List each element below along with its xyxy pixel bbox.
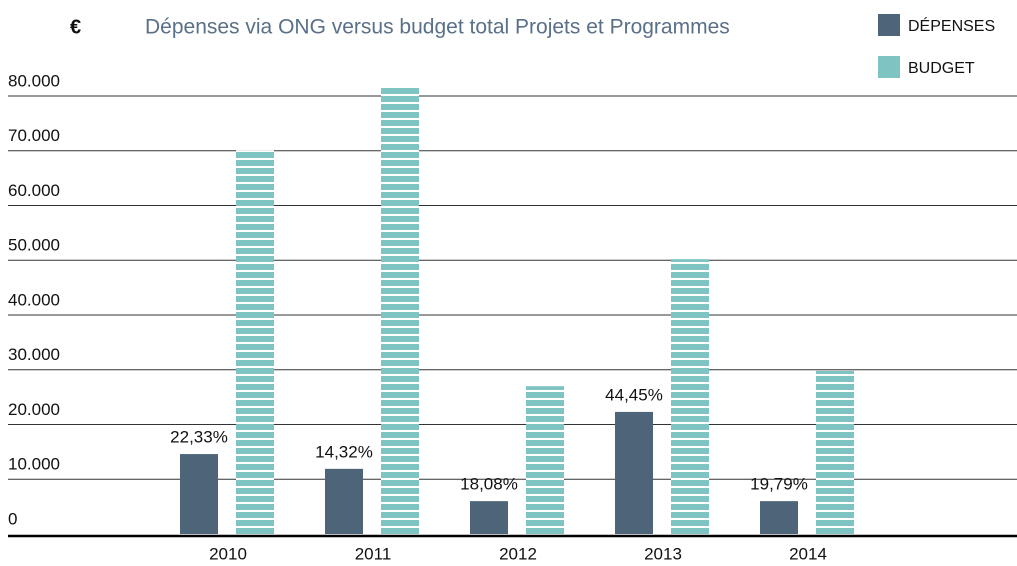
x-tick-label: 2013 bbox=[644, 544, 682, 563]
bar bbox=[816, 370, 854, 534]
bar bbox=[381, 87, 419, 535]
percent-label: 22,33% bbox=[170, 428, 228, 447]
y-tick-label: 10.000 bbox=[8, 455, 60, 474]
bar bbox=[180, 454, 218, 534]
x-tick-label: 2012 bbox=[499, 544, 537, 563]
y-tick-label: 40.000 bbox=[8, 290, 60, 309]
bar bbox=[526, 386, 564, 534]
legend-label: BUDGET bbox=[908, 60, 975, 77]
bar bbox=[236, 150, 274, 534]
y-tick-label: 30.000 bbox=[8, 345, 60, 364]
x-tick-label: 2014 bbox=[789, 544, 827, 563]
y-unit: € bbox=[70, 16, 81, 38]
y-tick-label: 20.000 bbox=[8, 400, 60, 419]
x-tick-label: 2011 bbox=[355, 544, 392, 563]
legend-label: DÉPENSES bbox=[908, 16, 995, 35]
legend-swatch bbox=[878, 56, 900, 78]
bar bbox=[470, 501, 508, 534]
percent-label: 14,32% bbox=[315, 442, 373, 461]
bar bbox=[760, 501, 798, 534]
y-tick-label: 0 bbox=[8, 509, 17, 528]
chart-title: Dépenses via ONG versus budget total Pro… bbox=[145, 16, 730, 39]
y-tick-label: 50.000 bbox=[8, 236, 60, 255]
legend-swatch bbox=[878, 14, 900, 36]
y-tick-label: 60.000 bbox=[8, 181, 60, 200]
bar bbox=[615, 411, 653, 534]
percent-label: 44,45% bbox=[605, 385, 663, 404]
bar bbox=[325, 468, 363, 534]
y-tick-label: 80.000 bbox=[8, 71, 60, 90]
x-tick-label: 2010 bbox=[209, 544, 247, 563]
bar bbox=[671, 259, 709, 534]
y-tick-label: 70.000 bbox=[8, 126, 60, 145]
percent-label: 18,08% bbox=[460, 475, 518, 494]
percent-label: 19,79% bbox=[750, 475, 808, 494]
